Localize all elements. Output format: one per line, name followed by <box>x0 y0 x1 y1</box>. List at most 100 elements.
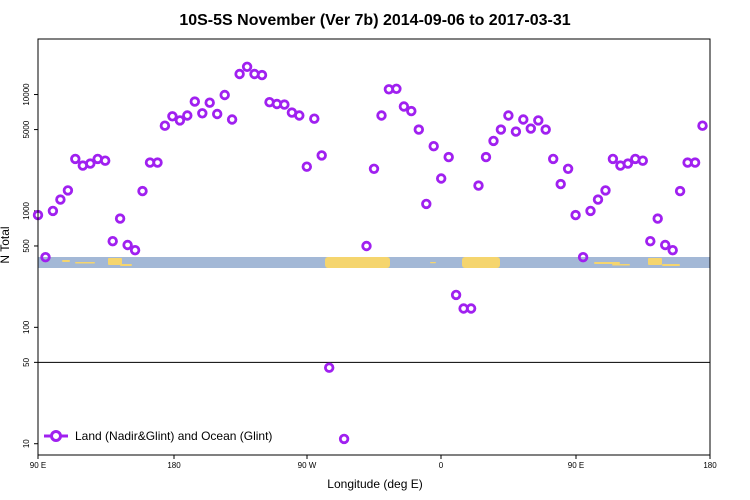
y-tick-label: 10 <box>22 439 31 448</box>
data-point <box>114 213 126 224</box>
data-point <box>55 194 66 205</box>
data-point <box>548 153 559 165</box>
data-points <box>32 61 708 445</box>
y-tick-label: 1000 <box>22 201 31 219</box>
data-point <box>637 155 648 166</box>
data-point <box>174 115 186 126</box>
data-point <box>122 239 133 251</box>
map-island <box>662 264 680 266</box>
data-point <box>391 83 402 94</box>
data-point <box>674 185 686 197</box>
y-tick-label: 50 <box>22 357 31 366</box>
data-point <box>376 110 387 121</box>
data-point <box>301 161 312 172</box>
data-point <box>107 235 118 247</box>
data-point <box>413 124 424 135</box>
data-point <box>689 157 701 168</box>
x-tick-label: 90 W <box>298 461 317 470</box>
data-point <box>555 178 566 190</box>
data-point <box>70 153 81 165</box>
data-point <box>368 163 380 174</box>
data-point <box>159 120 171 131</box>
map-island <box>75 262 95 264</box>
map-island <box>430 262 436 264</box>
legend-marker-swatch <box>50 430 62 442</box>
data-point <box>62 185 74 196</box>
data-point <box>204 97 215 108</box>
y-tick-label: 500 <box>22 239 31 253</box>
data-point <box>600 185 611 196</box>
x-tick-label: 90 E <box>568 461 584 470</box>
data-point <box>219 89 230 101</box>
map-island <box>108 258 122 265</box>
data-point <box>152 157 163 168</box>
data-point <box>189 96 200 107</box>
data-point <box>241 61 253 73</box>
y-axis-label: N Total <box>0 226 12 263</box>
data-point <box>660 239 671 251</box>
data-point <box>226 114 238 125</box>
data-point <box>667 244 678 256</box>
world-map-strip <box>38 257 710 268</box>
data-point <box>137 185 148 197</box>
data-point <box>436 173 447 184</box>
map-island <box>612 264 630 266</box>
data-point <box>279 99 290 110</box>
map-island <box>594 262 620 264</box>
data-point <box>85 158 96 169</box>
x-tick-label: 90 E <box>30 461 46 470</box>
data-point <box>450 289 462 301</box>
data-point <box>182 110 193 121</box>
map-island <box>120 264 132 266</box>
y-tick-label: 100 <box>22 320 31 334</box>
data-point <box>421 198 432 210</box>
map-land-mass <box>325 257 390 268</box>
chart-title: 10S-5S November (Ver 7b) 2014-09-06 to 2… <box>179 12 570 29</box>
data-point <box>316 150 327 161</box>
data-point <box>211 108 223 120</box>
y-tick-label: 5000 <box>22 120 31 138</box>
x-tick-label: 0 <box>439 461 444 470</box>
y-tick-label: 10000 <box>22 83 31 106</box>
data-point <box>562 163 574 174</box>
data-point <box>592 194 604 205</box>
x-axis: 90 E 180 90 W 0 90 E 180 <box>30 455 717 470</box>
data-point <box>540 124 551 135</box>
data-point <box>570 209 581 221</box>
data-point <box>607 153 619 165</box>
data-point <box>473 180 484 191</box>
data-point <box>294 110 305 121</box>
data-point <box>518 114 529 125</box>
data-point <box>309 113 320 124</box>
data-point <box>465 303 477 314</box>
data-point <box>324 362 335 373</box>
data-point <box>503 110 514 121</box>
data-point <box>47 205 59 217</box>
data-point <box>480 151 492 163</box>
data-point <box>406 105 417 117</box>
map-island <box>648 258 662 265</box>
data-point <box>510 126 522 137</box>
plot-frame <box>37 38 711 456</box>
data-point <box>398 101 410 112</box>
data-point <box>533 115 544 126</box>
legend: Land (Nadir&Glint) and Ocean (Glint) <box>44 429 272 443</box>
data-point <box>129 244 141 256</box>
data-point <box>443 151 454 163</box>
data-point <box>256 69 268 81</box>
data-point <box>697 120 708 131</box>
data-point <box>622 158 634 169</box>
y-axis: 10 50 100 500 1000 5000 10000 <box>22 83 38 448</box>
x-tick-label: 180 <box>703 461 717 470</box>
data-point <box>338 433 350 445</box>
data-point <box>99 155 111 166</box>
legend-entry-label: Land (Nadir&Glint) and Ocean (Glint) <box>75 429 272 443</box>
data-point <box>361 240 372 252</box>
map-land-mass <box>462 257 500 268</box>
data-point <box>197 108 208 119</box>
x-axis-label: Longitude (deg E) <box>327 477 422 491</box>
x-tick-label: 180 <box>167 461 181 470</box>
data-point <box>234 68 245 80</box>
data-point <box>585 205 596 217</box>
data-point <box>40 252 51 263</box>
